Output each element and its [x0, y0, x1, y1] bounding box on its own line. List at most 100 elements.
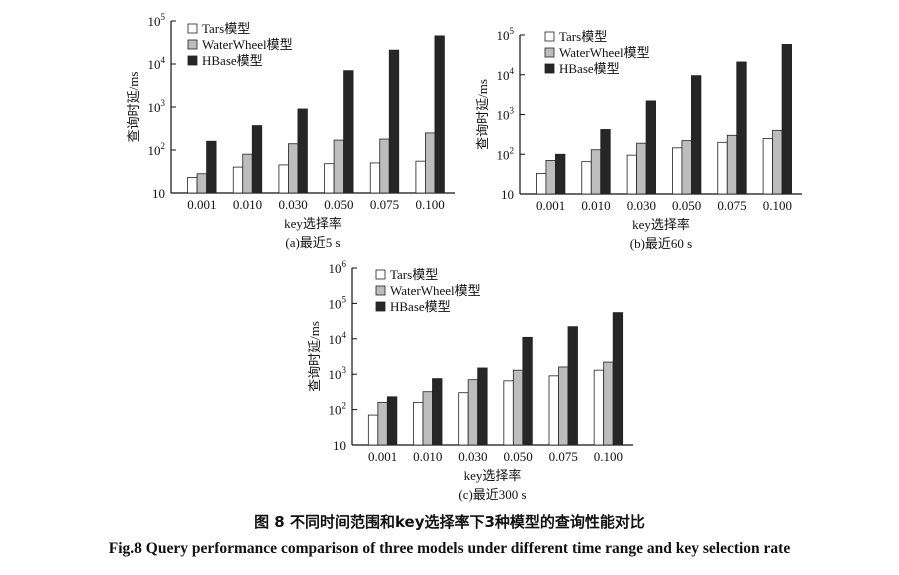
y-tick-label: 104 — [148, 55, 166, 72]
figure-caption-chinese: 图 8 不同时间范围和key选择率下3种模型的查询性能对比 — [254, 513, 645, 531]
bar-tars — [278, 164, 289, 194]
bar-hbase — [477, 367, 488, 446]
bar-hbase — [567, 326, 578, 446]
bar-waterwheel — [603, 361, 614, 446]
bar-waterwheel — [590, 149, 602, 195]
bar-hbase — [691, 75, 702, 195]
figure-caption-english: Fig.8 Query performance comparison of th… — [108, 540, 791, 557]
bar-tars — [415, 160, 426, 194]
bar-hbase — [251, 125, 263, 194]
y-tick-label: 105 — [329, 294, 347, 311]
bar-waterwheel — [425, 132, 436, 194]
x-tick-label: 0.050 — [503, 449, 532, 464]
bar-hbase — [781, 44, 792, 195]
x-axis-title: key选择率 — [284, 216, 342, 231]
bar-tars — [626, 154, 637, 195]
bar-waterwheel — [242, 153, 253, 194]
x-tick-label: 0.001 — [536, 198, 565, 213]
bar-waterwheel — [636, 142, 647, 195]
y-tick-label: 10 — [333, 438, 346, 453]
y-tick-label: 103 — [497, 106, 515, 123]
bar-tars — [369, 162, 381, 194]
legend-swatch — [544, 47, 555, 58]
bar-waterwheel — [377, 401, 388, 446]
chart-panel-2: 10 102 103 104 105 0.001 0.010 0.030 0.050 0.075 0… — [475, 26, 802, 251]
x-tick-label: 0.010 — [581, 198, 610, 213]
bar-tars — [593, 369, 605, 446]
bar-hbase — [386, 396, 398, 446]
bar-hbase — [297, 108, 308, 194]
legend-swatch — [375, 269, 386, 280]
x-tick-label: 0.050 — [672, 198, 701, 213]
legend-label: HBase模型 — [390, 299, 451, 314]
legend-swatch — [544, 63, 555, 74]
bar-waterwheel — [196, 173, 207, 194]
legend-swatch — [187, 39, 198, 50]
x-tick-label: 0.001 — [187, 197, 216, 212]
bar-waterwheel — [772, 129, 783, 195]
x-tick-label: 0.075 — [549, 449, 578, 464]
bar-hbase — [612, 312, 624, 446]
legend-swatch — [375, 301, 386, 312]
x-tick-label: 0.030 — [458, 449, 487, 464]
legend-label: WaterWheel模型 — [390, 283, 481, 298]
legend-swatch — [187, 55, 198, 66]
panel-subtitle: (b)最近60 s — [630, 236, 692, 251]
x-axis-title: key选择率 — [464, 468, 522, 483]
legend-swatch — [544, 31, 555, 42]
y-axis-title: 查询时延/ms — [307, 321, 322, 392]
x-tick-label: 0.010 — [413, 449, 442, 464]
bar-hbase — [434, 35, 445, 194]
y-tick-label: 102 — [497, 145, 515, 162]
bar-waterwheel — [726, 134, 738, 195]
bar-hbase — [388, 49, 400, 194]
x-tick-label: 0.050 — [324, 197, 353, 212]
bar-hbase — [206, 140, 217, 194]
y-tick-label: 105 — [497, 26, 515, 43]
x-tick-label: 0.075 — [370, 197, 399, 212]
bar-tars — [762, 138, 773, 195]
y-tick-label: 10 — [501, 187, 514, 202]
x-tick-label: 0.100 — [763, 198, 792, 213]
bar-waterwheel — [558, 366, 569, 446]
y-tick-label: 103 — [329, 365, 347, 382]
y-axis-title: 查询时延/ms — [475, 79, 490, 150]
y-axis-title: 查询时延/ms — [126, 72, 141, 143]
bar-hbase — [522, 336, 533, 446]
bar-hbase — [343, 70, 354, 194]
bar-tars — [581, 161, 592, 195]
y-tick-label: 102 — [329, 401, 347, 418]
bar-waterwheel — [333, 139, 344, 194]
legend-label: HBase模型 — [559, 61, 620, 76]
panel-subtitle: (a)最近5 s — [285, 235, 340, 250]
x-tick-label: 0.030 — [627, 198, 656, 213]
legend-swatch — [375, 285, 386, 296]
bar-tars — [548, 375, 559, 446]
bar-tars — [324, 163, 335, 194]
y-tick-label: 102 — [148, 141, 166, 158]
legend-label: WaterWheel模型 — [202, 37, 293, 52]
legend-label: HBase模型 — [202, 53, 263, 68]
bar-tars — [413, 401, 424, 446]
bar-hbase — [736, 61, 747, 195]
bar-tars — [672, 147, 683, 195]
y-tick-label: 106 — [329, 259, 347, 276]
bar-tars — [717, 141, 728, 195]
chart-panel-1: 10 102 103 104 105 0.001 0.010 0.030 0.050 0.075 0… — [126, 12, 455, 250]
x-tick-label: 0.030 — [279, 197, 308, 212]
y-tick-label: 104 — [329, 330, 347, 347]
y-tick-label: 103 — [148, 98, 166, 115]
bar-waterwheel — [467, 379, 479, 446]
bar-waterwheel — [288, 143, 299, 194]
bar-tars — [503, 380, 514, 446]
legend-label: Tars模型 — [559, 29, 607, 44]
bar-tars — [458, 392, 469, 446]
x-tick-label: 0.100 — [594, 449, 623, 464]
x-tick-label: 0.010 — [233, 197, 262, 212]
bar-hbase — [600, 129, 611, 195]
bar-hbase — [645, 100, 656, 195]
legend-label: WaterWheel模型 — [559, 45, 650, 60]
bar-waterwheel — [512, 369, 524, 446]
legend-label: Tars模型 — [390, 267, 438, 282]
